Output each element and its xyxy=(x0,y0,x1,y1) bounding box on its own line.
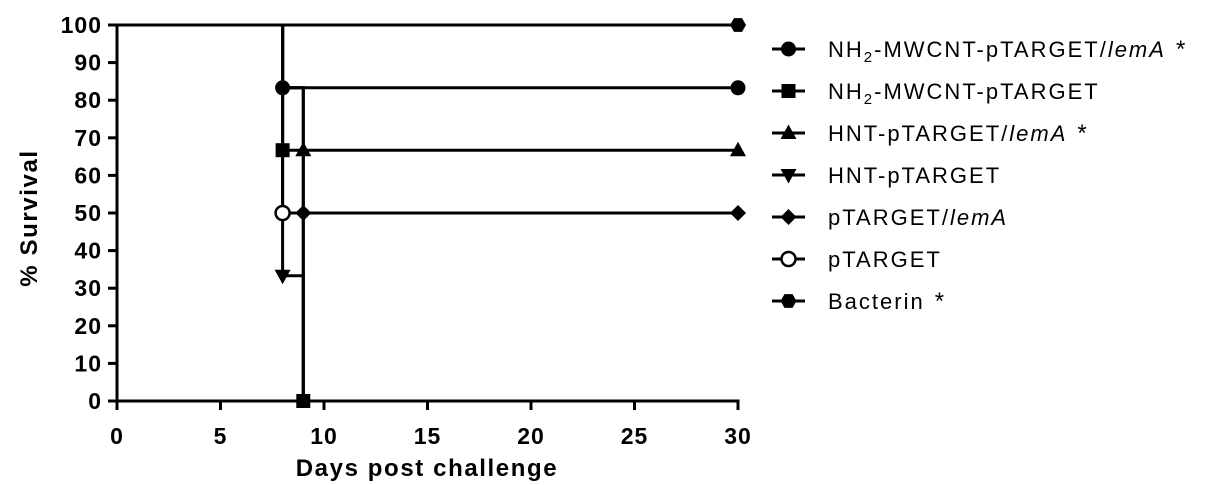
legend-marker-6 xyxy=(780,250,797,268)
legend-marker-4 xyxy=(780,169,797,184)
legend-marker-2 xyxy=(781,84,796,98)
legend-label-6-main: pTARGET xyxy=(828,247,942,272)
legend-item-7: Bacterin * xyxy=(772,288,946,315)
legend-label-2-subscript: 2 xyxy=(864,91,874,108)
legend-label-3-main: HNT-pTARGET/ xyxy=(828,121,1009,146)
legend-label-7-main: Bacterin xyxy=(828,289,925,314)
y-axis-title: % Survival xyxy=(16,149,43,286)
legend-label-3: HNT-pTARGET/lemA * xyxy=(828,120,1089,147)
legend-label-1-rest: -MWCNT-pTARGET/ xyxy=(874,37,1108,62)
data-point-markers xyxy=(274,18,746,408)
series-2-point-1 xyxy=(275,143,290,158)
legend-label-5: pTARGET/lemA xyxy=(828,205,1008,230)
legend-marker-3 xyxy=(780,124,797,139)
legend: NH2-MWCNT-pTARGET/lemA * NH2-MWCNT-pTARGE… xyxy=(772,36,1187,315)
series-1-point-1 xyxy=(275,80,291,96)
legend-item-4: HNT-pTARGET xyxy=(772,163,1001,188)
legend-label-7-asterisk: * xyxy=(935,288,946,315)
legend-item-6: pTARGET xyxy=(772,247,942,272)
legend-label-1: NH2-MWCNT-pTARGET/lemA * xyxy=(828,36,1187,66)
y-tick-label-10: 10 xyxy=(74,350,102,376)
legend-item-2: NH2-MWCNT-pTARGET xyxy=(772,79,1100,108)
axis-ticks: 0 10 20 30 40 50 60 70 80 90 100 0 5 10 15 20 25 30 xyxy=(61,12,752,449)
y-tick-label-0: 0 xyxy=(88,388,102,414)
series-4-point-1 xyxy=(274,269,291,285)
legend-label-1-italic: lemA xyxy=(1108,37,1166,62)
y-tick-label-40: 40 xyxy=(74,238,102,264)
x-tick-label-30: 30 xyxy=(724,423,752,449)
legend-marker-5 xyxy=(780,209,797,225)
x-tick-label-15: 15 xyxy=(414,423,442,449)
x-tick-label-10: 10 xyxy=(310,423,338,449)
series-3-point-1 xyxy=(295,141,312,157)
legend-label-4: HNT-pTARGET xyxy=(828,163,1001,188)
y-tick-label-90: 90 xyxy=(74,50,102,76)
series-5-point-2 xyxy=(730,205,746,221)
x-tick-label-20: 20 xyxy=(517,423,545,449)
series-5-point-1 xyxy=(295,205,312,221)
series-7-point-1 xyxy=(730,18,746,32)
y-tick-label-70: 70 xyxy=(74,125,102,151)
legend-label-1-subscript: 2 xyxy=(864,49,874,66)
legend-marker-1 xyxy=(781,41,796,57)
legend-marker-7 xyxy=(780,294,797,308)
legend-item-3: HNT-pTARGET/lemA * xyxy=(772,120,1089,147)
legend-label-3-italic: lemA xyxy=(1009,121,1067,146)
legend-label-2: NH2-MWCNT-pTARGET xyxy=(828,79,1100,108)
legend-item-1: NH2-MWCNT-pTARGET/lemA * xyxy=(772,36,1187,66)
x-tick-label-0: 0 xyxy=(110,423,124,449)
legend-label-1-asterisk: * xyxy=(1176,36,1187,63)
legend-label-4-main: HNT-pTARGET xyxy=(828,163,1001,188)
series-6-point-1 xyxy=(274,204,291,222)
x-axis-title: Days post challenge xyxy=(296,455,558,482)
y-tick-label-100: 100 xyxy=(61,12,102,38)
legend-item-5: pTARGET/lemA xyxy=(772,205,1008,230)
legend-label-3-asterisk: * xyxy=(1077,120,1088,147)
series-1-point-2 xyxy=(730,80,746,96)
y-tick-label-60: 60 xyxy=(74,162,102,188)
y-tick-label-20: 20 xyxy=(74,313,102,339)
y-tick-label-50: 50 xyxy=(74,200,102,226)
x-tick-label-25: 25 xyxy=(621,423,649,449)
legend-label-7: Bacterin * xyxy=(828,288,946,315)
series-2-point-2 xyxy=(296,394,311,408)
y-tick-label-80: 80 xyxy=(74,87,102,113)
legend-label-5-main: pTARGET/ xyxy=(828,205,950,230)
legend-label-6: pTARGET xyxy=(828,247,942,272)
legend-label-2-main: NH xyxy=(828,79,864,104)
legend-label-5-italic: lemA xyxy=(950,205,1008,230)
series-3-point-2 xyxy=(730,141,746,157)
x-tick-label-5: 5 xyxy=(214,423,228,449)
legend-label-2-rest: -MWCNT-pTARGET xyxy=(874,79,1100,104)
y-tick-label-30: 30 xyxy=(74,275,102,301)
legend-label-1-main: NH xyxy=(828,37,864,62)
